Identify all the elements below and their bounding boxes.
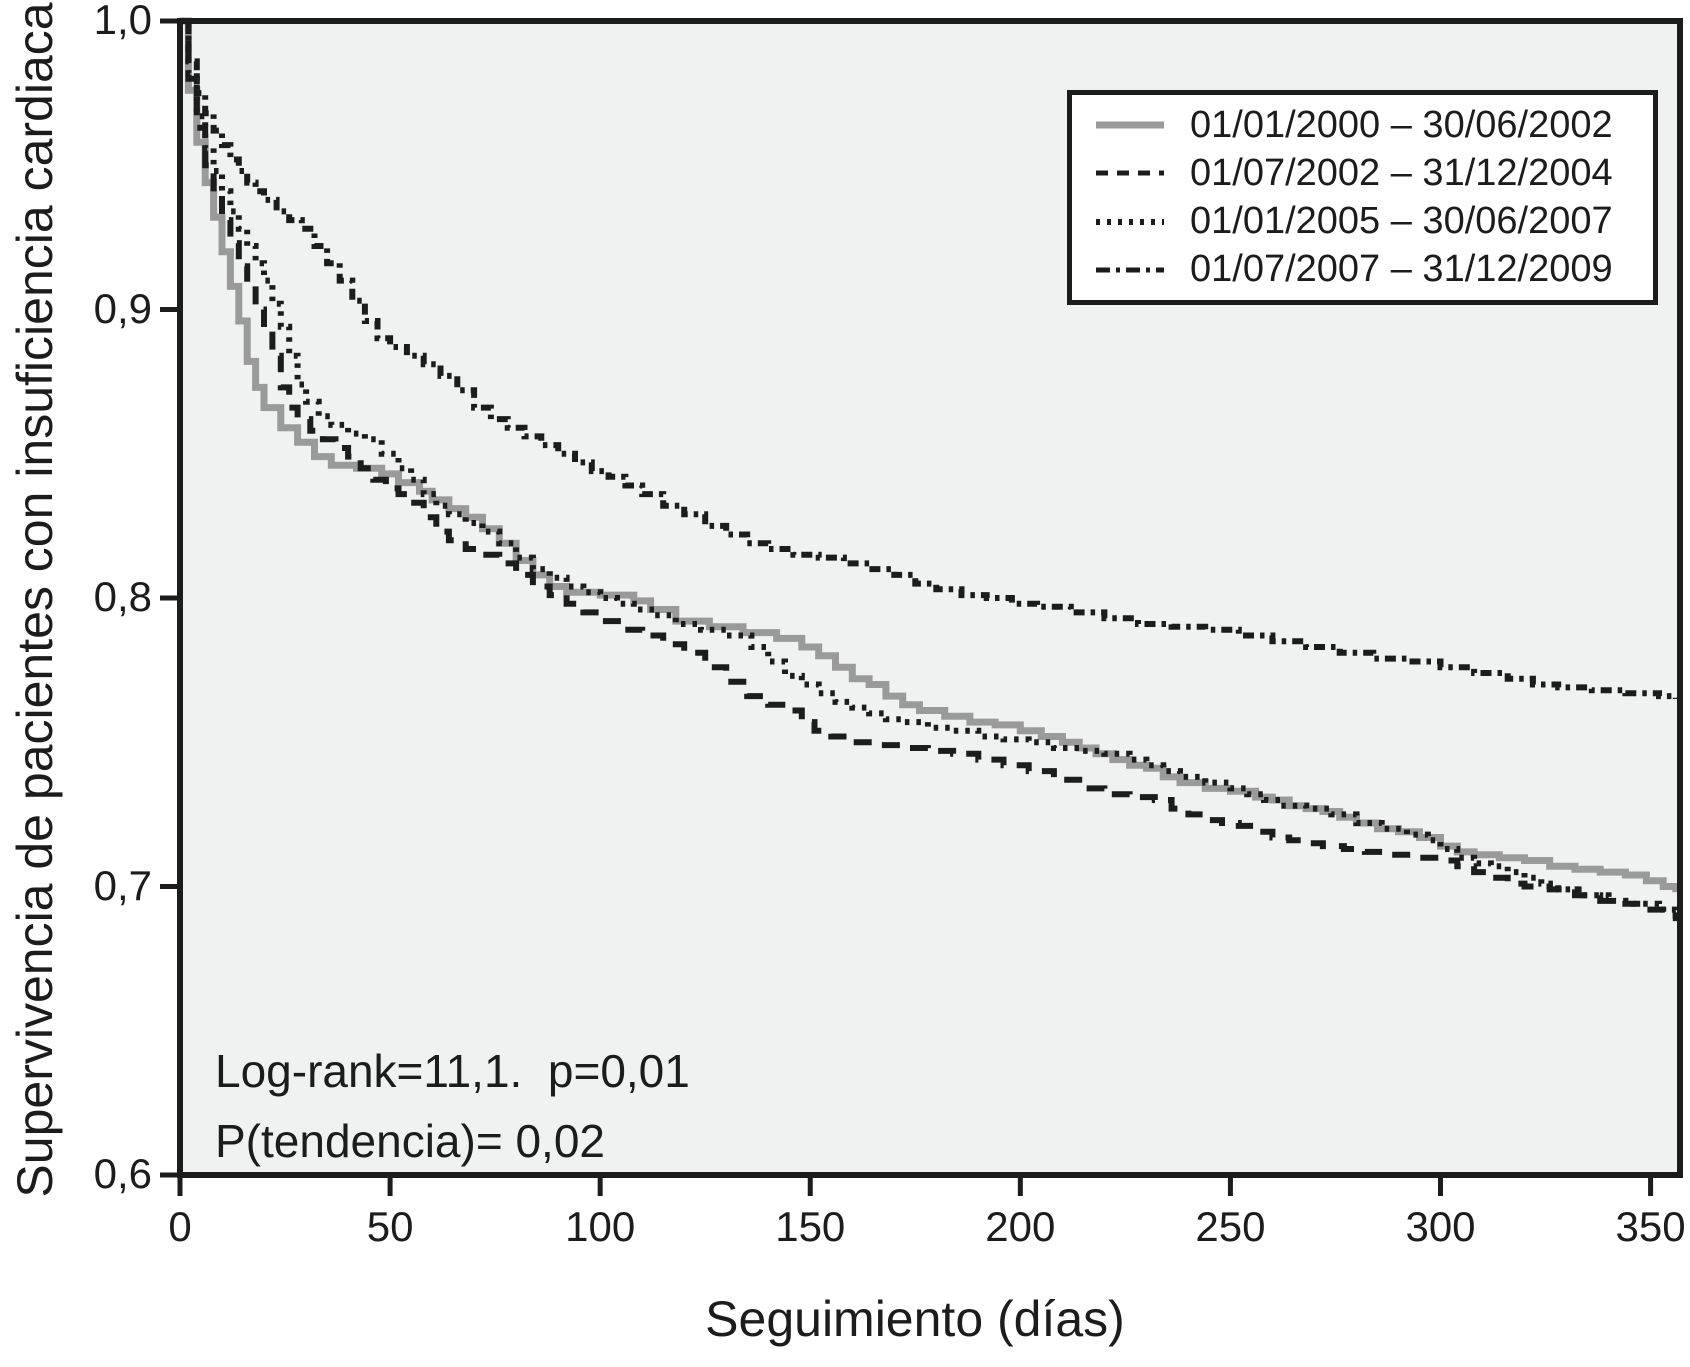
y-tick-label: 0,6: [93, 1150, 152, 1197]
solid-gray-line-sample-icon: [1096, 121, 1164, 129]
survival-curve-dashdot: [180, 18, 1679, 700]
y-tick-label: 0,8: [93, 573, 152, 620]
survival-curve-dotted: [180, 18, 1679, 916]
x-tick-label: 200: [985, 1203, 1056, 1250]
dotted-line-sample-icon: [1096, 218, 1164, 225]
dashed-line-sample-icon: [1096, 170, 1164, 176]
legend-label: 01/07/2007 – 31/12/2009: [1190, 248, 1613, 291]
trend-annotation: P(tendencia)= 0,02: [215, 1115, 605, 1167]
legend-item-2005-2007: 01/01/2005 – 30/06/2007: [1094, 200, 1653, 243]
x-tick-label: 100: [565, 1203, 636, 1250]
legend-item-2000-2002: 01/01/2000 – 30/06/2002: [1094, 104, 1653, 147]
legend-label: 01/01/2005 – 30/06/2007: [1190, 200, 1613, 243]
logrank-annotation: Log-rank=11,1. p=0,01: [215, 1045, 690, 1097]
y-tick-label: 0,9: [93, 284, 152, 332]
x-tick-label: 350: [1615, 1203, 1686, 1250]
survival-curve-dashed: [180, 18, 1679, 922]
legend-item-2002-2004: 01/07/2002 – 31/12/2004: [1094, 152, 1653, 195]
x-tick-label: 300: [1405, 1203, 1476, 1250]
x-axis-title: Seguimiento (días): [705, 1291, 1125, 1347]
legend-label: 01/01/2000 – 30/06/2002: [1190, 103, 1613, 146]
plot-frame: [177, 18, 1683, 1178]
x-tick-label: 150: [775, 1203, 846, 1250]
x-tick-label: 250: [1195, 1203, 1266, 1250]
y-tick-label: 0,7: [93, 861, 152, 909]
y-tick-label: 1,0: [93, 0, 152, 43]
x-tick-label: 0: [168, 1203, 192, 1250]
dashdot-line-sample-icon: [1096, 267, 1164, 273]
legend-label: 01/07/2002 – 31/12/2004: [1190, 151, 1613, 194]
x-tick-label: 50: [366, 1203, 414, 1250]
legend-item-2007-2009: 01/07/2007 – 31/12/2009: [1094, 248, 1653, 291]
legend: 01/01/2000 – 30/06/2002 01/07/2002 – 31/…: [1067, 90, 1658, 305]
